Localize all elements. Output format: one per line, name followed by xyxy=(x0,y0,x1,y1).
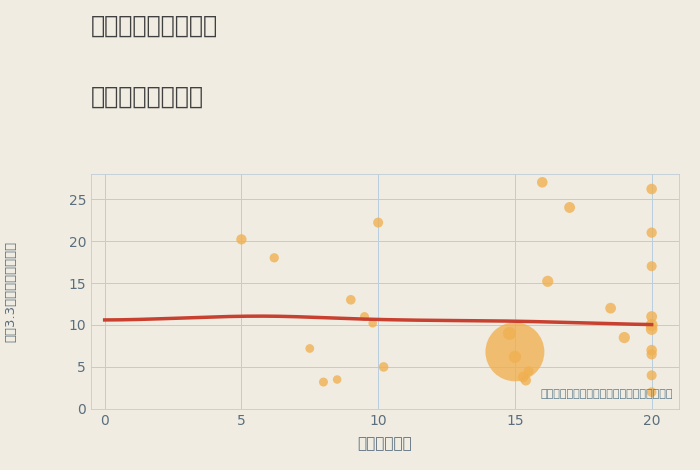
Point xyxy=(646,346,657,354)
Point xyxy=(646,325,657,333)
Point xyxy=(619,334,630,341)
Text: 岐阜県山県市中洞の: 岐阜県山県市中洞の xyxy=(91,14,218,38)
Point xyxy=(236,235,247,243)
Point xyxy=(510,348,521,356)
Point xyxy=(646,229,657,236)
Point xyxy=(564,204,575,211)
Point xyxy=(269,254,280,262)
Point xyxy=(520,376,531,384)
Point xyxy=(542,278,553,285)
Point xyxy=(367,320,378,327)
Point xyxy=(646,321,657,329)
Point xyxy=(646,313,657,321)
Text: 円の大きさは、取引のあった物件面積を示す: 円の大きさは、取引のあった物件面積を示す xyxy=(540,390,673,400)
Point xyxy=(646,351,657,358)
Point xyxy=(318,378,329,386)
Text: 坪（3.3㎡）単価（万円）: 坪（3.3㎡）単価（万円） xyxy=(4,241,17,342)
Point xyxy=(504,329,515,337)
Point xyxy=(646,372,657,379)
Point xyxy=(646,185,657,193)
Point xyxy=(523,368,534,375)
Point xyxy=(372,219,384,227)
Point xyxy=(332,376,343,384)
X-axis label: 駅距離（分）: 駅距離（分） xyxy=(358,436,412,451)
Point xyxy=(510,353,521,360)
Point xyxy=(378,363,389,371)
Point xyxy=(537,179,548,186)
Point xyxy=(345,296,356,304)
Point xyxy=(605,305,616,312)
Point xyxy=(304,345,316,352)
Point xyxy=(646,388,657,396)
Point xyxy=(646,262,657,270)
Point xyxy=(359,313,370,321)
Point xyxy=(517,373,528,381)
Text: 駅距離別土地価格: 駅距離別土地価格 xyxy=(91,85,204,109)
